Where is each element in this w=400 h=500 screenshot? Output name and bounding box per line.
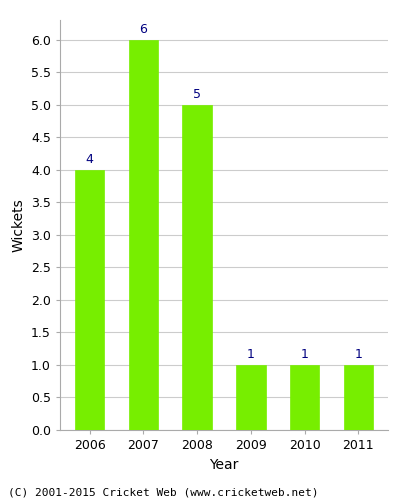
Text: 1: 1 <box>247 348 255 361</box>
Bar <box>290 365 319 430</box>
Text: 6: 6 <box>140 22 147 36</box>
Text: (C) 2001-2015 Cricket Web (www.cricketweb.net): (C) 2001-2015 Cricket Web (www.cricketwe… <box>8 488 318 498</box>
Bar <box>75 170 104 430</box>
Text: 5: 5 <box>193 88 201 101</box>
Text: 4: 4 <box>86 153 94 166</box>
Bar <box>182 104 212 430</box>
Bar <box>344 365 373 430</box>
Bar <box>236 365 266 430</box>
Y-axis label: Wickets: Wickets <box>12 198 26 252</box>
Bar <box>129 40 158 430</box>
Text: 1: 1 <box>354 348 362 361</box>
X-axis label: Year: Year <box>209 458 239 471</box>
Text: 1: 1 <box>301 348 308 361</box>
